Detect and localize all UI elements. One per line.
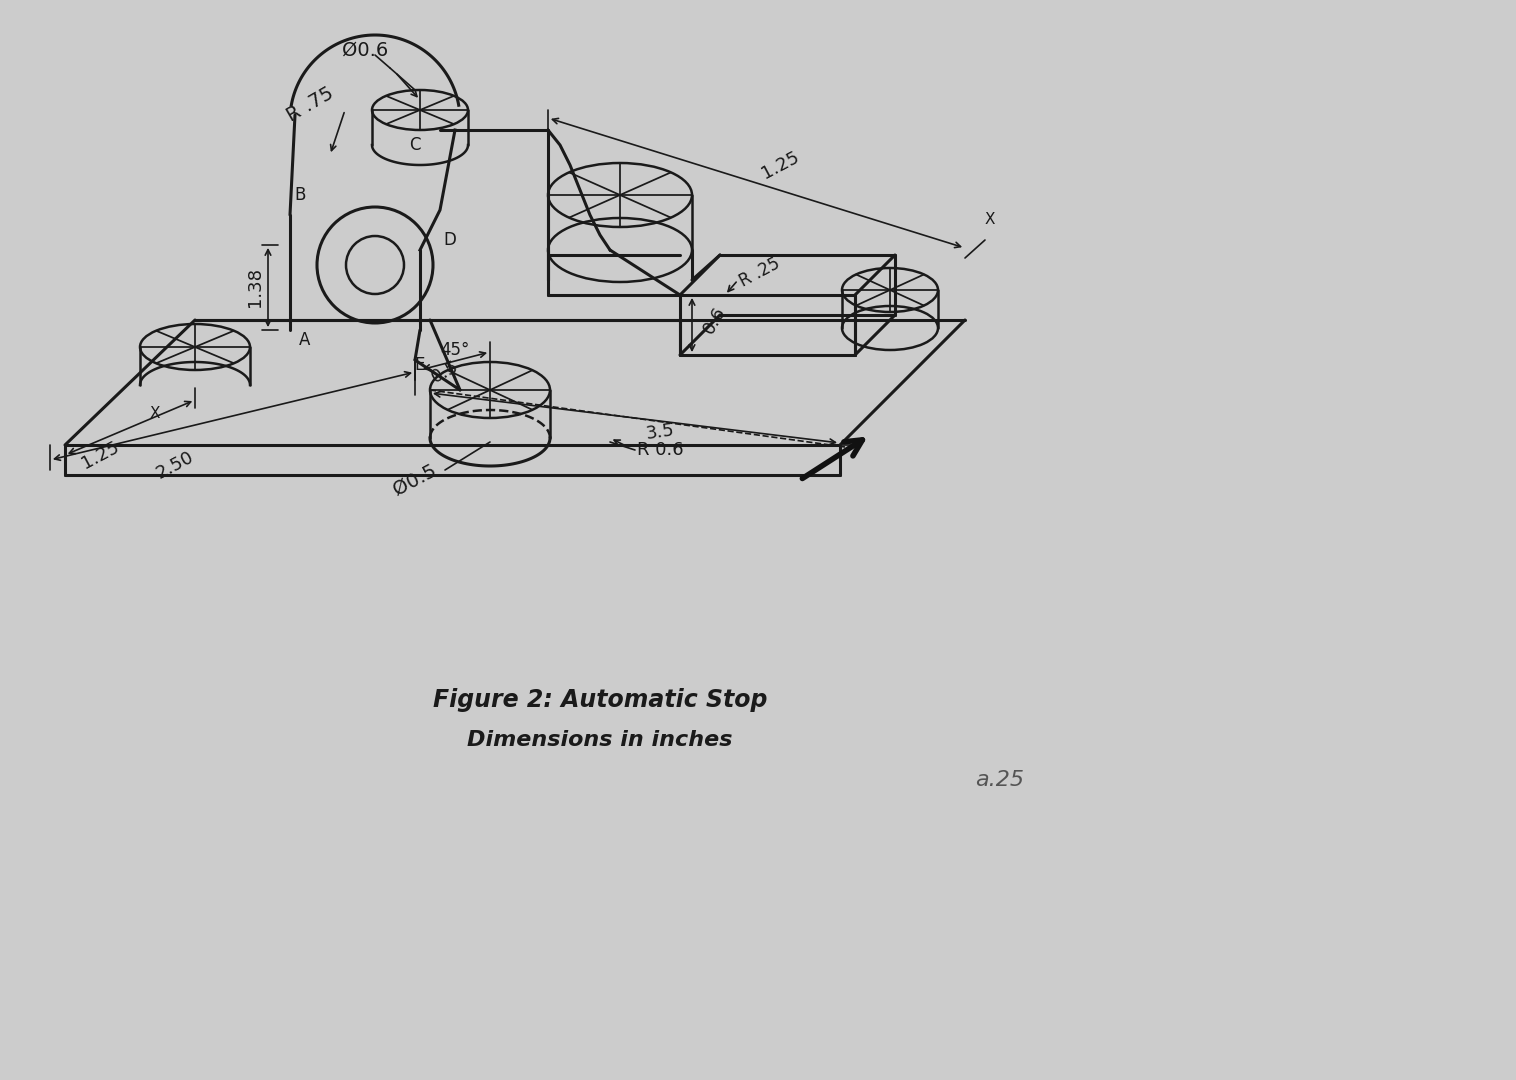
Text: 1.38: 1.38 — [246, 267, 264, 307]
Text: R 0.6: R 0.6 — [637, 441, 684, 459]
Text: A: A — [299, 330, 311, 349]
Text: 1.25: 1.25 — [758, 148, 802, 183]
Text: Ø0.5: Ø0.5 — [390, 461, 440, 499]
Text: R .25: R .25 — [737, 254, 784, 291]
Text: Dimensions in inches: Dimensions in inches — [467, 730, 732, 750]
Text: B: B — [294, 186, 306, 204]
Text: X: X — [985, 213, 994, 228]
Text: a.25: a.25 — [975, 770, 1025, 789]
Text: Ø0.6: Ø0.6 — [343, 40, 388, 59]
Text: 0.5: 0.5 — [428, 357, 462, 387]
Text: Figure 2: Automatic Stop: Figure 2: Automatic Stop — [432, 688, 767, 712]
Text: E: E — [415, 356, 424, 374]
Text: 1.25: 1.25 — [77, 437, 121, 472]
Text: X: X — [150, 405, 161, 420]
Text: 3.5: 3.5 — [644, 421, 676, 443]
Text: R .75: R .75 — [283, 84, 337, 126]
Text: 45°: 45° — [440, 341, 470, 359]
Text: 2.50: 2.50 — [153, 448, 197, 483]
Text: D: D — [444, 231, 456, 249]
Text: C: C — [409, 136, 421, 154]
Text: 0.6: 0.6 — [700, 303, 729, 337]
